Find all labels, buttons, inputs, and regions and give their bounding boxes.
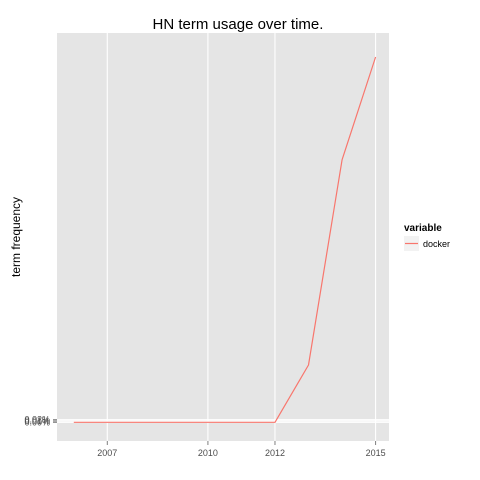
series-line-docker bbox=[73, 56, 377, 423]
y-tick-label: 0.00% bbox=[24, 417, 50, 427]
x-tick-label: 2012 bbox=[265, 448, 285, 458]
y-tick-label: 0.01% bbox=[24, 416, 50, 426]
chart-title: HN term usage over time. bbox=[153, 16, 324, 33]
x-tick-label: 2007 bbox=[97, 448, 117, 458]
legend-items: docker bbox=[404, 236, 450, 251]
plot-panel bbox=[57, 33, 389, 441]
y-axis: 0.00%0.01%0.02% bbox=[24, 415, 57, 427]
y-axis-title: term frequency bbox=[9, 197, 23, 277]
legend-label: docker bbox=[423, 239, 450, 249]
series-layer bbox=[73, 56, 377, 423]
y-tick-label: 0.02% bbox=[24, 415, 50, 425]
x-axis: 2007 2010 2012 2015 bbox=[97, 441, 386, 458]
x-tick-label: 2015 bbox=[366, 448, 386, 458]
x-tick-label: 2010 bbox=[198, 448, 218, 458]
legend-title: variable bbox=[404, 223, 442, 234]
legend: variable docker bbox=[404, 223, 450, 251]
grid-layer bbox=[57, 33, 389, 441]
